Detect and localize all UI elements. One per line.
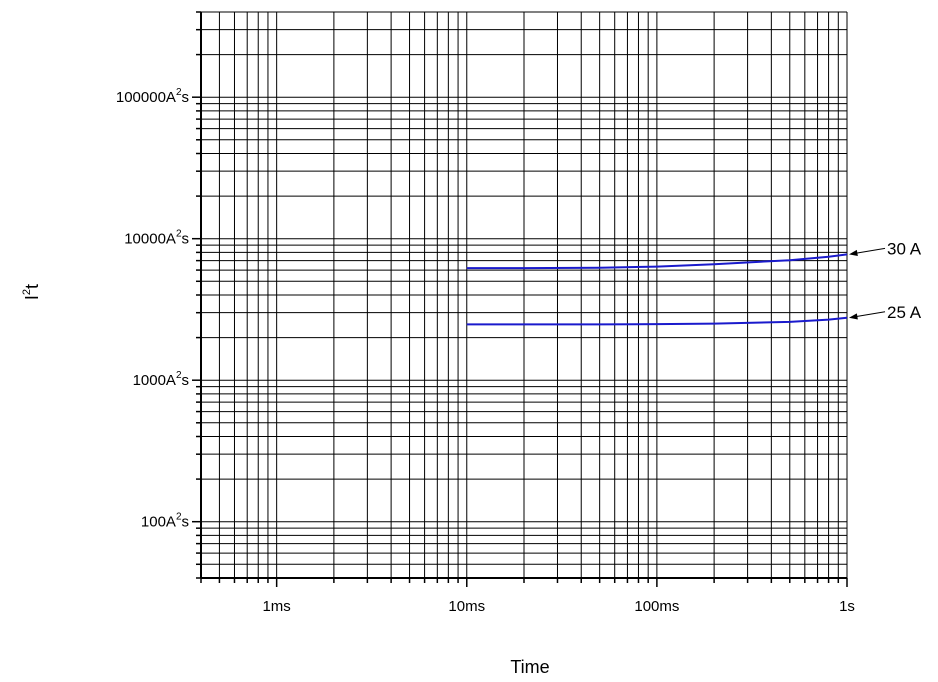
- x-tick-label: 10ms: [448, 598, 485, 615]
- ticks: 1ms 10ms 100ms 1s 100A2s 1000A2s 10000A2s 10000…: [116, 11, 855, 615]
- y-tick-label: 100000A2s: [116, 87, 189, 106]
- series-line: [466, 316, 848, 326]
- grid: [200, 11, 848, 579]
- label-leader-line: [854, 311, 886, 318]
- x-tick-label: 1s: [839, 598, 855, 615]
- y-axis-title: I2t: [21, 284, 42, 300]
- label-arrowhead: [849, 249, 858, 257]
- x-tick-label: 1ms: [262, 598, 290, 615]
- series-line: [466, 253, 848, 270]
- label-leader-line: [854, 247, 886, 254]
- series: [466, 253, 848, 326]
- label-arrowhead: [849, 313, 858, 320]
- y-tick-label: 100A2s: [141, 512, 189, 531]
- x-tick-label: 100ms: [634, 598, 679, 615]
- series-label: 25 A: [887, 303, 922, 322]
- series-label: 30 A: [887, 239, 922, 258]
- x-axis-title: Time: [510, 657, 549, 677]
- y-tick-label: 1000A2s: [133, 370, 189, 389]
- series-labels: 30 A 25 A: [849, 239, 922, 322]
- y-tick-label: 10000A2s: [124, 229, 189, 248]
